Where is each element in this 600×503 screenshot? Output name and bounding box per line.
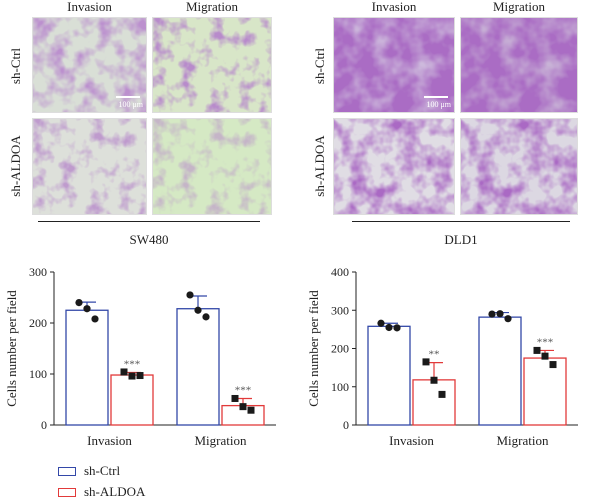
col-label-migration-dld1: Migration [493, 0, 545, 14]
significance-label: *** [235, 384, 252, 396]
data-point-ctrl [393, 324, 401, 332]
data-point-ctrl [75, 299, 83, 307]
data-point-ctrl [91, 315, 99, 323]
data-point-aldoa [136, 372, 144, 380]
x-tick-label: Invasion [389, 433, 434, 448]
data-point-aldoa [247, 406, 255, 414]
sw480-bracket-line [38, 221, 260, 222]
y-tick-label: 0 [343, 418, 349, 432]
scale-bar [116, 96, 140, 98]
row-label-aldoa-sw480: sh-ALDOA [8, 135, 23, 197]
cell-line-label-dld1: DLD1 [444, 232, 478, 247]
data-point-aldoa [541, 352, 549, 360]
y-tick-label: 300 [331, 303, 349, 317]
y-tick-label: 400 [331, 265, 349, 279]
bar-ctrl-invasion [367, 325, 411, 426]
data-point-aldoa [430, 376, 438, 384]
legend-item-aldoa: sh-ALDOA [58, 484, 145, 500]
cell-line-label-sw480: SW480 [129, 232, 169, 247]
micrograph-dld1-invasion-ctrl: 100 μm [333, 17, 455, 113]
data-point-aldoa [239, 403, 247, 411]
col-label-invasion-sw480: Invasion [67, 0, 112, 14]
significance-label: *** [537, 336, 554, 348]
y-tick-label: 100 [29, 367, 47, 381]
legend-label-ctrl: sh-Ctrl [84, 463, 121, 478]
data-point-aldoa [422, 358, 430, 366]
data-point-ctrl [186, 291, 194, 299]
data-point-ctrl [202, 313, 210, 321]
y-axis-label: Cells number per field [4, 290, 19, 407]
y-tick-label: 0 [41, 418, 47, 432]
data-point-aldoa [231, 394, 239, 402]
micrograph-dld1-migration-aldoa [460, 118, 578, 215]
bar-aldoa-migration [523, 357, 567, 426]
micrograph-sw480-invasion-ctrl: 100 μm [32, 17, 147, 113]
data-point-ctrl [83, 305, 91, 313]
y-tick-label: 200 [331, 342, 349, 356]
col-label-invasion-dld1: Invasion [371, 0, 417, 14]
col-label-migration-sw480: Migration [186, 0, 238, 14]
bar-ctrl-migration [478, 316, 522, 426]
data-point-aldoa [128, 372, 136, 380]
row-label-ctrl-sw480: sh-Ctrl [8, 47, 23, 85]
legend-label-aldoa: sh-ALDOA [84, 484, 146, 499]
data-point-ctrl [504, 315, 512, 323]
micrograph-dld1-migration-ctrl [460, 17, 578, 113]
row-label-ctrl-dld1: sh-Ctrl [312, 47, 327, 85]
data-point-aldoa [533, 346, 541, 354]
bar-aldoa-invasion [412, 379, 456, 426]
data-point-ctrl [488, 310, 496, 318]
micrograph-dld1-invasion-aldoa [333, 118, 455, 215]
scale-bar [424, 96, 448, 98]
legend-item-ctrl: sh-Ctrl [58, 463, 120, 479]
micrograph-sw480-migration-ctrl [152, 17, 272, 113]
data-point-aldoa [549, 361, 557, 369]
y-tick-label: 100 [331, 380, 349, 394]
data-point-ctrl [385, 323, 393, 332]
data-point-aldoa [120, 368, 128, 376]
y-tick-label: 300 [29, 265, 47, 279]
data-point-ctrl [377, 319, 385, 327]
bar-ctrl-invasion [65, 309, 109, 426]
scale-bar-label: 100 μm [118, 100, 143, 109]
x-tick-label: Invasion [87, 433, 132, 448]
legend-swatch-ctrl [58, 466, 76, 476]
dld1-bracket-line [352, 221, 570, 222]
bar-ctrl-migration [176, 308, 220, 426]
row-label-aldoa-dld1: sh-ALDOA [312, 135, 327, 197]
micrograph-sw480-migration-aldoa [152, 118, 272, 215]
data-point-ctrl [194, 306, 202, 314]
y-tick-label: 200 [29, 316, 47, 330]
x-tick-label: Migration [195, 433, 247, 448]
legend-swatch-aldoa [58, 487, 76, 497]
scale-bar-label: 100 μm [426, 100, 451, 109]
data-point-ctrl [496, 310, 504, 318]
bar-chart-sw480: 0 100 200 300 Cells number per field *** Invas… [4, 265, 276, 448]
significance-label: ** [429, 349, 440, 361]
micrograph-sw480-invasion-aldoa [32, 118, 147, 215]
x-tick-label: Migration [497, 433, 549, 448]
bar-chart-dld1: 0 100 200 300 400 Cells number per field ** Inv… [306, 265, 578, 448]
bar-aldoa-invasion [110, 374, 154, 426]
significance-label: *** [124, 358, 141, 370]
y-axis-label: Cells number per field [306, 290, 321, 407]
data-point-aldoa [438, 390, 446, 398]
